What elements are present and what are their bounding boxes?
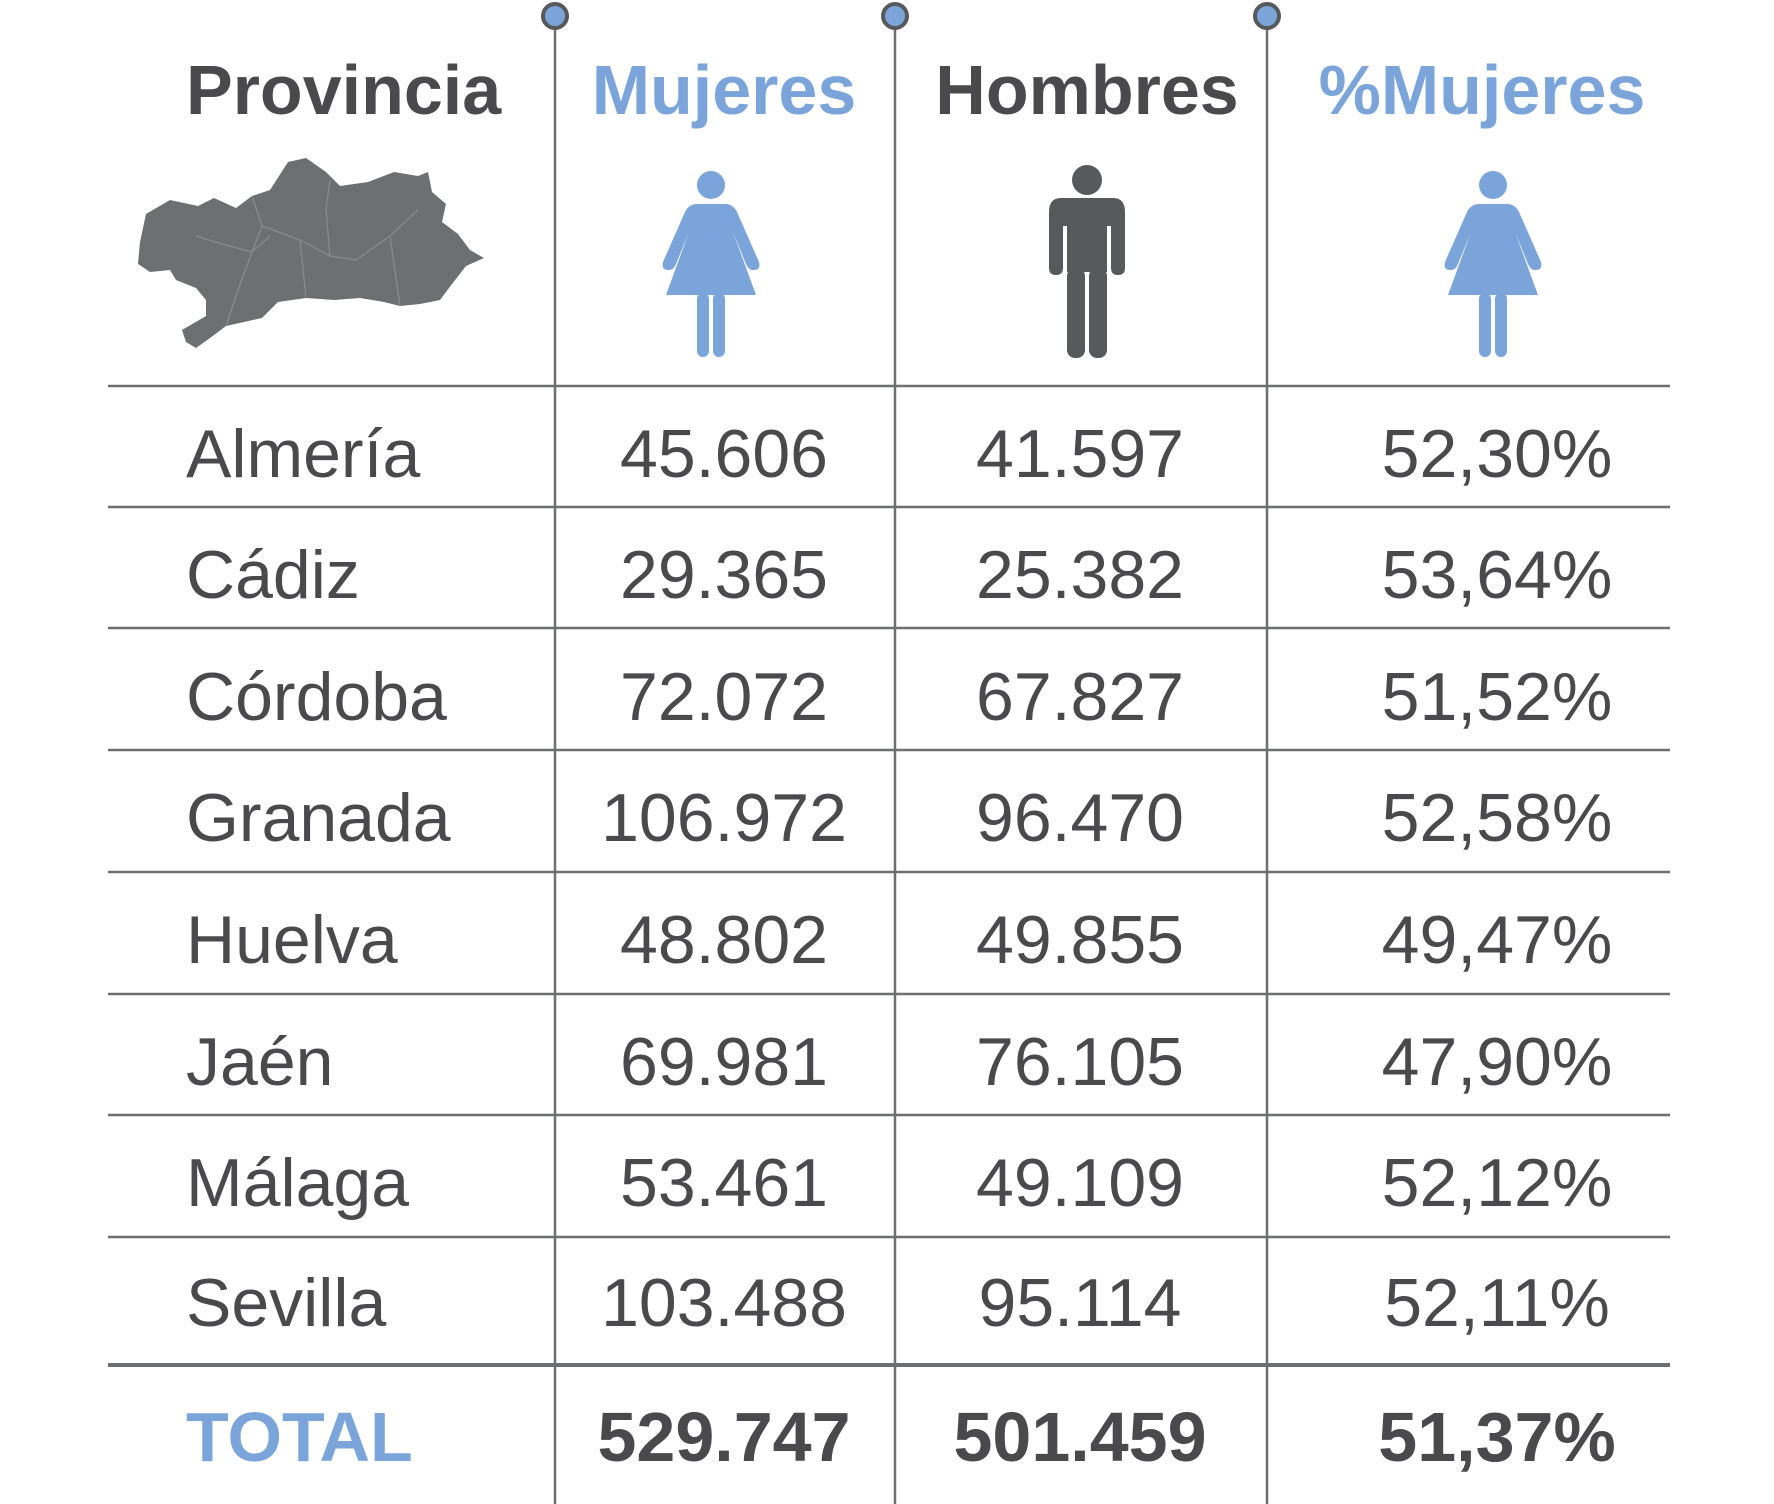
- table-body: Almería 45.606 41.597 52,30% Cádiz 29.36…: [186, 416, 1612, 1341]
- cell-mujeres: 29.365: [620, 537, 828, 613]
- total-hombres: 501.459: [953, 1398, 1206, 1476]
- cell-provincia: Granada: [186, 780, 451, 856]
- table-row: Cádiz 29.365 25.382 53,64%: [186, 537, 1612, 613]
- divider-dot: [541, 2, 569, 30]
- divider-dot: [1253, 2, 1281, 30]
- header-hombres: Hombres: [935, 51, 1238, 129]
- total-label: TOTAL: [186, 1398, 413, 1476]
- cell-hombres: 76.105: [976, 1024, 1184, 1100]
- cell-hombres: 25.382: [976, 537, 1184, 613]
- cell-mujeres: 48.802: [620, 902, 828, 978]
- cell-mujeres: 72.072: [620, 659, 828, 735]
- cell-hombres: 41.597: [976, 416, 1184, 492]
- cell-mujeres: 53.461: [620, 1145, 828, 1221]
- header-mujeres: Mujeres: [592, 51, 857, 129]
- table-row: Málaga 53.461 49.109 52,12%: [186, 1145, 1612, 1221]
- cell-hombres: 95.114: [979, 1265, 1182, 1341]
- divider-dots: [541, 2, 1281, 30]
- cell-pct-mujeres: 47,90%: [1382, 1024, 1613, 1100]
- cell-provincia: Málaga: [186, 1145, 409, 1221]
- total-mujeres: 529.747: [597, 1398, 850, 1476]
- cell-pct-mujeres: 52,58%: [1382, 780, 1613, 856]
- cell-mujeres: 103.488: [601, 1265, 847, 1341]
- total-row: TOTAL 529.747 501.459 51,37%: [186, 1398, 1616, 1476]
- table-row: Huelva 48.802 49.855 49,47%: [186, 902, 1612, 978]
- row-rules: [108, 384, 1670, 1367]
- table-row: Almería 45.606 41.597 52,30%: [186, 416, 1612, 492]
- cell-provincia: Cádiz: [186, 537, 360, 613]
- cell-mujeres: 45.606: [620, 416, 828, 492]
- cell-hombres: 49.109: [976, 1145, 1184, 1221]
- cell-pct-mujeres: 52,11%: [1384, 1265, 1610, 1341]
- table-row: Córdoba 72.072 67.827 51,52%: [186, 659, 1612, 735]
- total-pct-mujeres: 51,37%: [1378, 1398, 1615, 1476]
- man-icon: [1049, 165, 1125, 358]
- header-provincia: Provincia: [186, 51, 502, 129]
- andalucia-map-icon: [138, 158, 484, 348]
- cell-hombres: 49.855: [976, 902, 1184, 978]
- cell-provincia: Almería: [186, 416, 420, 492]
- cell-pct-mujeres: 52,30%: [1382, 416, 1613, 492]
- cell-provincia: Huelva: [186, 902, 398, 978]
- cell-pct-mujeres: 49,47%: [1382, 902, 1613, 978]
- column-dividers: [553, 28, 1269, 1504]
- table-row: Sevilla 103.488 95.114 52,11%: [186, 1265, 1610, 1341]
- cell-pct-mujeres: 51,52%: [1382, 659, 1613, 735]
- cell-pct-mujeres: 52,12%: [1382, 1145, 1613, 1221]
- table-row: Granada 106.972 96.470 52,58%: [186, 780, 1612, 856]
- woman-icon: [1444, 171, 1542, 357]
- cell-provincia: Jaén: [186, 1024, 333, 1100]
- cell-hombres: 96.470: [976, 780, 1184, 856]
- cell-hombres: 67.827: [976, 659, 1184, 735]
- divider-dot: [881, 2, 909, 30]
- woman-icon: [662, 171, 760, 357]
- cell-mujeres: 106.972: [601, 780, 847, 856]
- cell-provincia: Córdoba: [186, 659, 447, 735]
- cell-mujeres: 69.981: [620, 1024, 828, 1100]
- table-row: Jaén 69.981 76.105 47,90%: [186, 1024, 1612, 1100]
- cell-pct-mujeres: 53,64%: [1382, 537, 1613, 613]
- header-pct-mujeres: %Mujeres: [1319, 51, 1646, 129]
- cell-provincia: Sevilla: [186, 1265, 386, 1341]
